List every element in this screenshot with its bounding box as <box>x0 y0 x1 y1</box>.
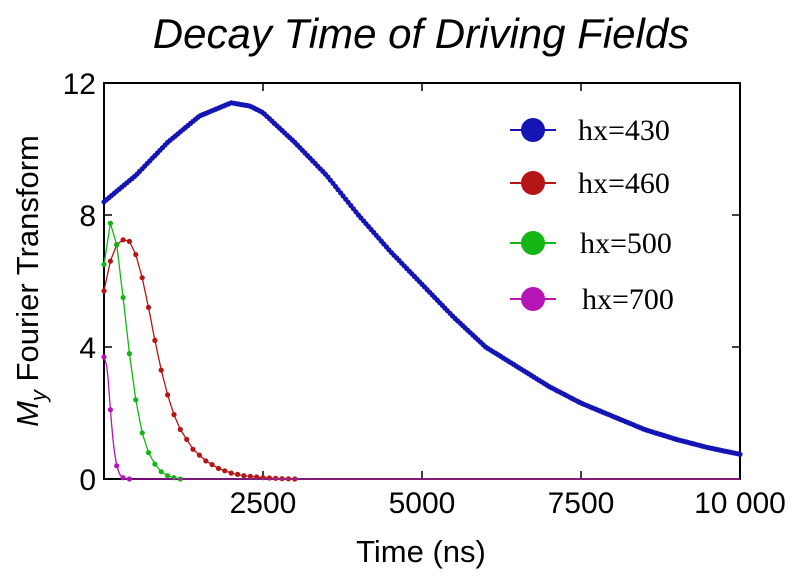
data-point-hx-500 <box>158 469 164 475</box>
series-line-hx-500 <box>103 223 740 480</box>
data-point-hx-500 <box>120 294 126 301</box>
data-point-hx-500 <box>126 351 132 357</box>
data-point-hx-460 <box>126 238 132 244</box>
data-point-hx-460 <box>209 462 215 468</box>
data-point-hx-460 <box>171 412 177 418</box>
data-point-hx-460 <box>247 473 253 479</box>
data-point-hx-460 <box>241 473 247 479</box>
legend-label-hx-460: hx=460 <box>578 167 670 200</box>
series-line-hx-700 <box>103 356 740 480</box>
data-point-hx-460 <box>101 288 107 294</box>
data-point-hx-700 <box>101 354 107 360</box>
data-point-hx-500 <box>101 261 107 268</box>
axis-ticks: 2500 5000 7500 10 000 0 4 8 12 <box>63 68 786 520</box>
data-point-hx-430 <box>737 451 743 457</box>
legend-label-hx-700: hx=700 <box>582 283 674 316</box>
data-point-hx-460 <box>254 474 260 480</box>
data-point-hx-460 <box>120 237 126 243</box>
data-point-hx-460 <box>107 258 113 264</box>
data-point-hx-460 <box>133 252 139 258</box>
data-point-hx-500 <box>107 220 113 226</box>
legend-marker-hx-700 <box>521 287 545 311</box>
data-point-hx-460 <box>165 392 171 398</box>
data-point-hx-500 <box>152 461 158 467</box>
x-tick-label: 5000 <box>389 487 456 520</box>
data-point-hx-460 <box>203 458 209 464</box>
data-point-hx-460 <box>235 471 241 477</box>
legend-marker-hx-460 <box>521 171 545 195</box>
data-point-hx-460 <box>222 468 228 474</box>
data-point-hx-460 <box>228 470 234 476</box>
data-point-hx-460 <box>266 475 272 481</box>
svg-text:My Fourier Transform: My Fourier Transform <box>10 135 51 427</box>
legend: hx=430 hx=460 hx=500 hx=700 <box>510 114 674 316</box>
y-tick-label: 12 <box>63 68 96 101</box>
chart-title: Decay Time of Driving Fields <box>153 10 689 57</box>
legend-marker-hx-500 <box>521 231 545 255</box>
data-point-hx-500 <box>165 473 171 479</box>
data-point-hx-460 <box>184 436 190 442</box>
data-point-hx-460 <box>190 446 196 452</box>
legend-label-hx-500: hx=500 <box>580 227 672 260</box>
x-tick-label: 10 000 <box>694 487 786 520</box>
data-point-hx-700 <box>126 476 132 482</box>
plot-area <box>101 100 743 482</box>
x-axis-title: Time (ns) <box>356 534 486 569</box>
y-tick-label: 0 <box>79 464 96 497</box>
data-point-hx-500 <box>114 242 120 248</box>
data-point-hx-700 <box>114 463 120 469</box>
x-tick-label: 7500 <box>548 487 615 520</box>
data-point-hx-500 <box>145 450 152 456</box>
data-point-hx-460 <box>273 475 279 481</box>
y-axis-title-rest: Fourier Transform <box>10 135 45 390</box>
series-line-hx-430 <box>103 102 741 455</box>
data-point-hx-500 <box>139 430 145 436</box>
data-point-hx-700 <box>107 407 113 413</box>
data-point-hx-460 <box>215 465 222 471</box>
legend-label-hx-430: hx=430 <box>578 114 670 147</box>
data-point-hx-460 <box>196 452 202 458</box>
legend-marker-hx-430 <box>521 118 545 142</box>
data-point-hx-460 <box>139 275 145 281</box>
y-tick-label: 4 <box>79 332 96 365</box>
data-point-hx-700 <box>120 475 126 481</box>
data-point-hx-460 <box>145 304 152 310</box>
series-line-hx-460 <box>103 239 740 480</box>
x-tick-label: 2500 <box>230 487 297 520</box>
data-point-hx-460 <box>158 367 164 373</box>
y-axis-title-main: M <box>10 401 45 427</box>
y-tick-label: 8 <box>79 200 96 233</box>
data-point-hx-460 <box>177 426 183 433</box>
y-axis-title-sub: y <box>26 388 51 403</box>
y-axis-title: My Fourier Transform <box>10 135 51 427</box>
data-point-hx-460 <box>152 337 158 343</box>
data-point-hx-500 <box>133 397 139 403</box>
